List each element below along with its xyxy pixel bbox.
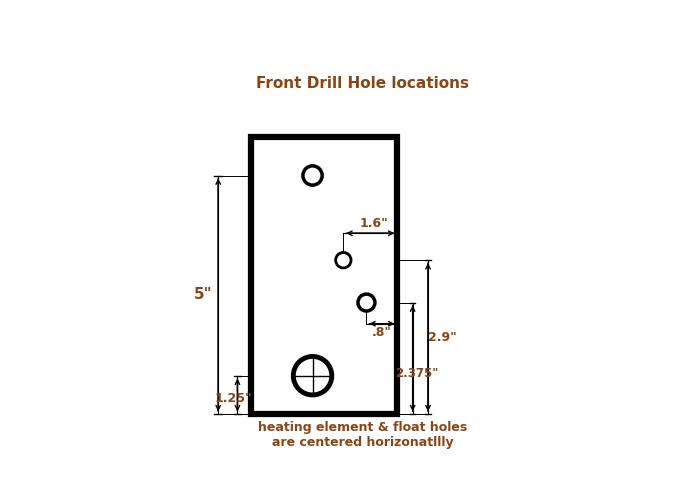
Text: 1.25": 1.25": [215, 392, 253, 406]
Circle shape: [303, 166, 322, 185]
Circle shape: [293, 356, 332, 395]
Bar: [251, 137, 398, 414]
Circle shape: [358, 294, 375, 311]
Text: .8": .8": [372, 326, 392, 338]
Text: 2.9": 2.9": [428, 330, 457, 344]
Text: heating element & float holes
are centered horizonatllly: heating element & float holes are center…: [258, 422, 467, 450]
Text: 2.375": 2.375": [395, 368, 438, 380]
Text: 1.6": 1.6": [360, 217, 389, 230]
Circle shape: [336, 252, 351, 268]
Text: Front Drill Hole locations: Front Drill Hole locations: [256, 76, 469, 90]
Text: 5": 5": [193, 288, 212, 302]
